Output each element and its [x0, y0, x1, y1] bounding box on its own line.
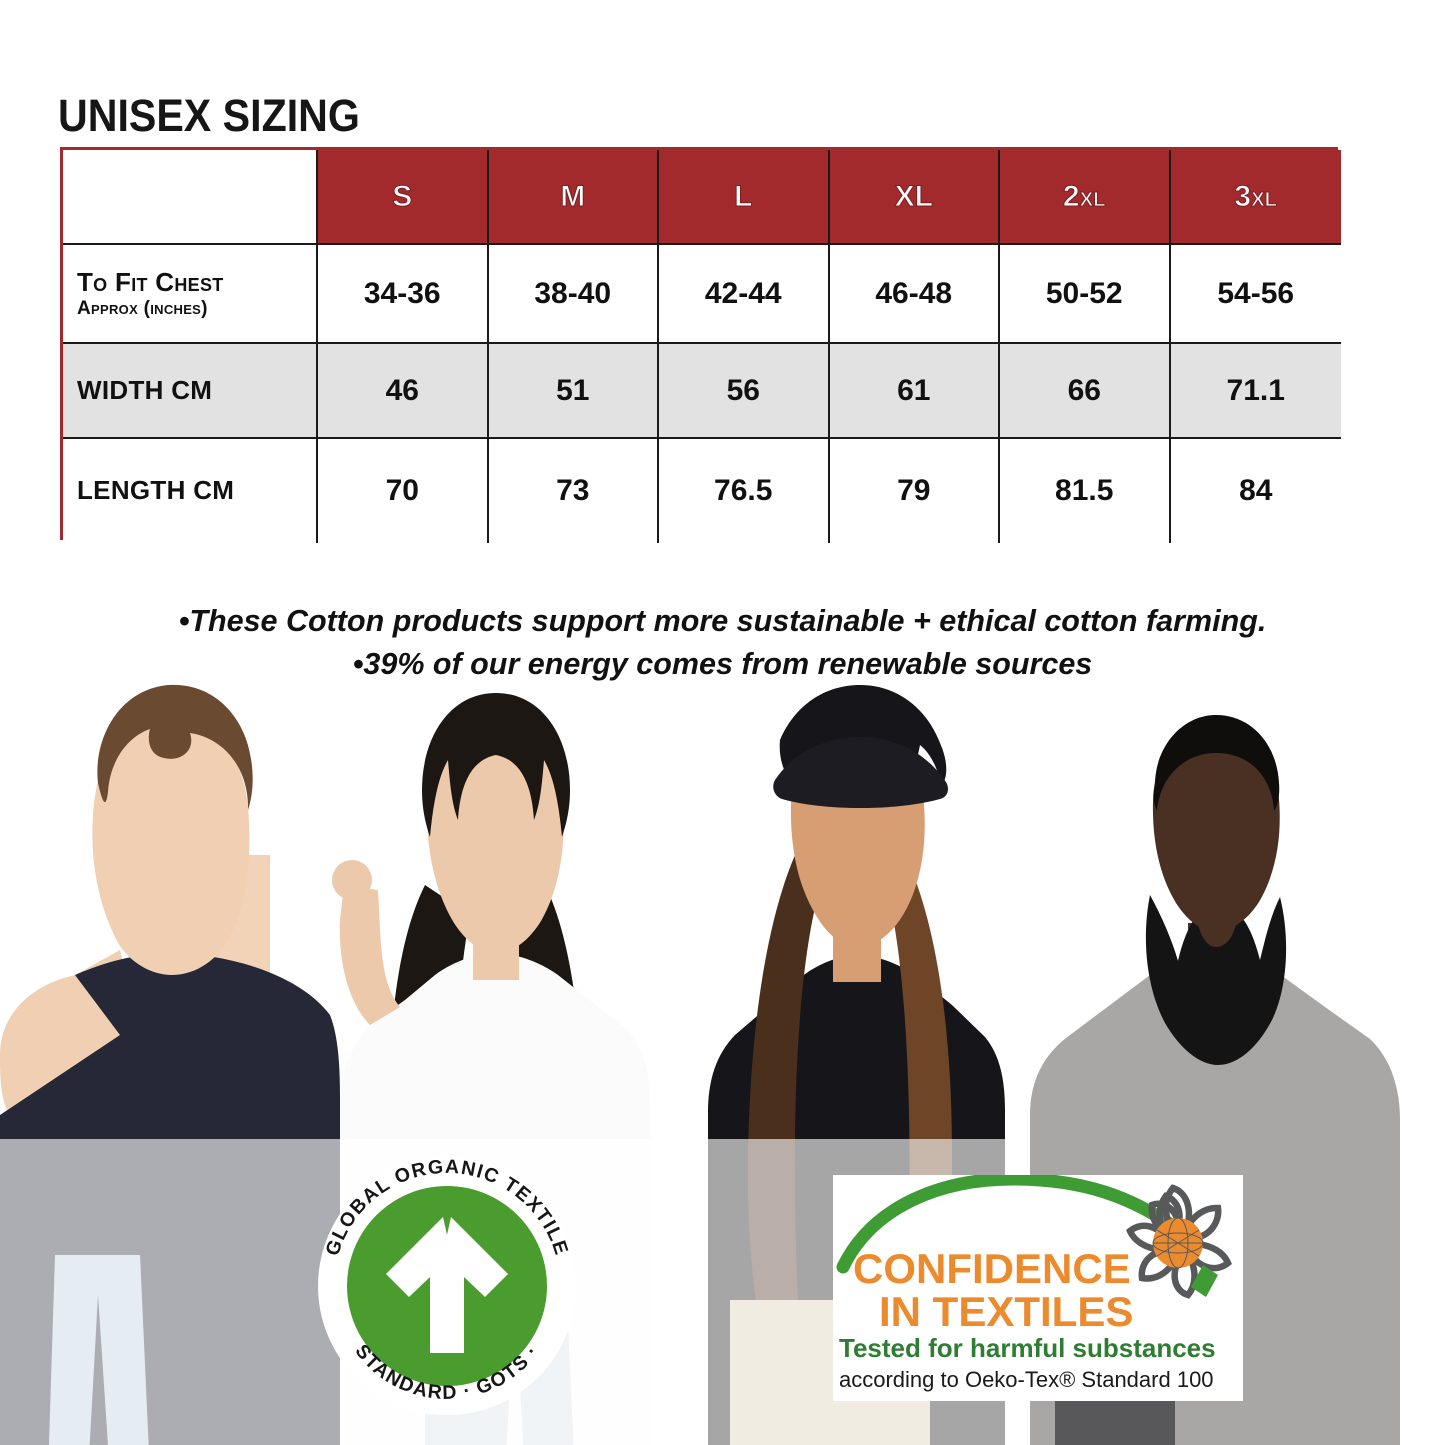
svg-text:IN TEXTILES: IN TEXTILES	[879, 1288, 1133, 1335]
svg-text:according to Oeko-Tex® Standar: according to Oeko-Tex® Standard 100	[839, 1367, 1214, 1392]
svg-text:CONFIDENCE: CONFIDENCE	[853, 1245, 1131, 1292]
svg-text:Tested for harmful substances: Tested for harmful substances	[839, 1333, 1216, 1363]
